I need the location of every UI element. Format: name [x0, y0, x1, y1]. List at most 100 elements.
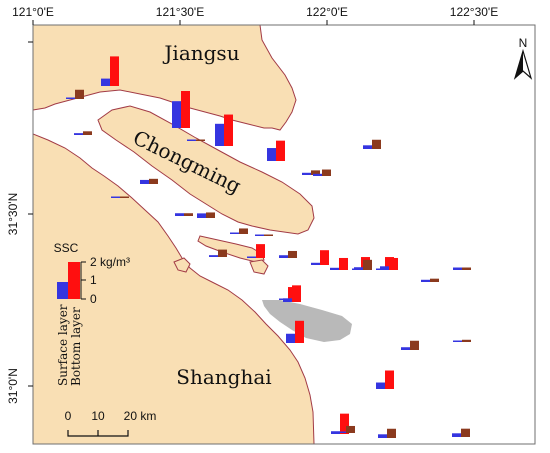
bottom-ssc-bar [264, 234, 273, 236]
lat-label-31-30: 31°30'N [6, 193, 20, 235]
bottom-ssc-bar [295, 320, 304, 343]
surface-ssc-bar [453, 268, 462, 270]
scale-bar: 0 10 20 km [65, 409, 157, 437]
place-label-shanghai: Shanghai [176, 365, 271, 389]
bottom-ssc-bar [83, 131, 92, 135]
lat-label-31-0: 31°0'N [6, 368, 20, 404]
surface-ssc-bar [279, 255, 288, 258]
surface-ssc-bar [140, 179, 149, 184]
bottom-ssc-bar [320, 250, 329, 265]
surface-ssc-bar [209, 255, 218, 257]
islet-west [173, 257, 191, 273]
bottom-ssc-bar [389, 257, 398, 270]
bottom-ssc-bar [206, 212, 215, 218]
surface-ssc-bar [187, 139, 196, 141]
surface-ssc-bar [331, 431, 340, 434]
surface-ssc-bar [330, 267, 339, 270]
legend-surface-bar [57, 282, 68, 299]
bottom-ssc-bar [339, 257, 348, 270]
bottom-ssc-bar [430, 278, 439, 282]
bottom-ssc-bar [276, 140, 285, 161]
shanghai-land [33, 133, 315, 444]
scale-label-0: 0 [65, 409, 72, 423]
bottom-ssc-bar [372, 139, 381, 149]
bottom-ssc-bar [75, 89, 84, 99]
graticule-ticks [28, 20, 475, 387]
bottom-ssc-bar [256, 244, 265, 258]
surface-ssc-bar [363, 145, 372, 149]
map-frame [32, 24, 536, 445]
bottom-ssc-bar [292, 285, 301, 302]
bottom-ssc-bar [149, 178, 158, 184]
bottom-ssc-bar [462, 339, 471, 342]
bottom-ssc-bar [322, 169, 331, 176]
legend-bottom-bar [68, 262, 80, 299]
bottom-ssc-bar [218, 249, 227, 257]
north-arrow: N [513, 36, 533, 80]
bottom-ssc-bar [184, 213, 193, 216]
bottom-ssc-bar [239, 228, 248, 234]
surface-ssc-bar [74, 133, 83, 135]
bottom-ssc-bar [311, 170, 320, 175]
bottom-ssc-bar [462, 267, 471, 269]
surface-ssc-bar [380, 266, 389, 270]
place-label-jiangsu: Jiangsu [162, 41, 239, 65]
surface-ssc-bar [283, 298, 292, 302]
surface-ssc-bar [267, 148, 276, 161]
surface-ssc-bar [197, 213, 206, 218]
legend-surface-label: Surface layer [56, 304, 70, 386]
surface-ssc-bar [215, 123, 224, 146]
legend-bottom-label: Bottom layer [69, 307, 83, 386]
scale-label-20km: 20 km [124, 409, 157, 423]
bottom-ssc-bar [288, 250, 297, 258]
surface-ssc-bar [311, 262, 320, 265]
surface-ssc-bar [175, 213, 184, 216]
lon-label-121-0: 121°0'E [12, 5, 54, 19]
surface-ssc-bar [101, 78, 110, 86]
surface-ssc-bar [66, 97, 75, 99]
bottom-ssc-bar [120, 196, 129, 198]
lon-label-122-0: 122°0'E [306, 5, 348, 19]
bottom-ssc-bar [110, 56, 119, 86]
surface-ssc-bar [286, 333, 295, 343]
surface-ssc-bar [247, 256, 256, 258]
surface-ssc-bar [453, 340, 462, 342]
surface-ssc-bar [302, 172, 311, 175]
bottom-ssc-bar [387, 428, 396, 438]
north-label: N [519, 36, 528, 50]
surface-ssc-bar [354, 267, 363, 270]
surface-ssc-bar [230, 232, 239, 234]
legend-tick-1: 1 [90, 273, 97, 287]
bottom-ssc-bar [224, 114, 233, 146]
surface-ssc-bar [255, 234, 264, 236]
bottom-ssc-bar [181, 91, 190, 128]
surface-ssc-bar [421, 279, 430, 282]
surface-ssc-bar [453, 267, 462, 269]
bottom-ssc-bar [346, 425, 355, 433]
bottom-ssc-bar [363, 259, 372, 270]
legend-tick-2: 2 kg/m³ [90, 255, 130, 269]
bottom-ssc-bar [385, 370, 394, 389]
lon-label-121-30: 121°30'E [156, 5, 204, 19]
surface-ssc-bar [452, 433, 461, 437]
bottom-ssc-bar [462, 268, 471, 270]
surface-ssc-bar [378, 434, 387, 438]
surface-ssc-bar [376, 382, 385, 389]
ssc-legend: SSC 2 kg/m³ 1 0 Surface layer Bottom lay… [54, 241, 130, 386]
map-body [33, 25, 535, 444]
surface-ssc-bar [111, 196, 120, 198]
bottom-ssc-bar [410, 340, 419, 350]
bottom-ssc-bar [196, 139, 205, 141]
station-bars [66, 56, 471, 438]
scale-label-10: 10 [91, 409, 105, 423]
legend-tick-0: 0 [90, 292, 97, 306]
surface-ssc-bar [172, 101, 181, 128]
surface-ssc-bar [313, 173, 322, 176]
shoal [262, 300, 352, 342]
legend-title: SSC [54, 241, 79, 255]
lon-label-122-30: 122°30'E [450, 5, 498, 19]
hengsha-island [249, 259, 269, 275]
bottom-ssc-bar [461, 428, 470, 437]
surface-ssc-bar [401, 347, 410, 350]
